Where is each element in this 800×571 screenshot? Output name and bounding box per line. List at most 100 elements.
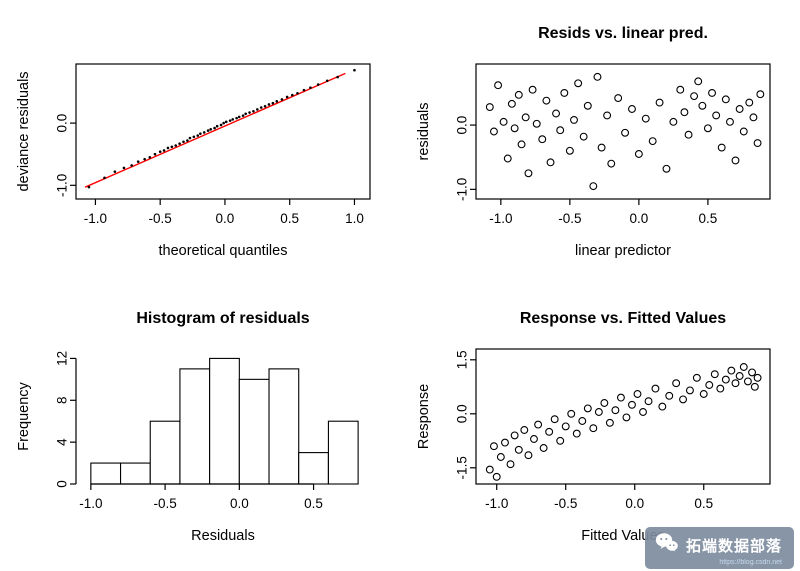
data-point	[703, 124, 712, 133]
data-point	[524, 169, 533, 178]
data-point	[539, 444, 548, 452]
data-point	[579, 132, 588, 141]
data-point	[267, 103, 271, 106]
data-point	[285, 95, 289, 99]
wechat-icon	[655, 532, 679, 558]
data-point	[485, 103, 494, 112]
data-point	[122, 166, 126, 170]
data-point	[572, 429, 581, 438]
histogram-bar	[179, 368, 211, 485]
data-point	[148, 156, 152, 159]
data-point	[248, 111, 251, 114]
y-tick-label: 1.5	[455, 350, 470, 369]
data-point	[290, 93, 294, 97]
qq-plot-panel: -1.0 -0.5 0.0 0.5 1.0 -1.0 0.0 theoretical quan…	[0, 0, 400, 285]
data-point	[532, 119, 541, 128]
data-point	[178, 142, 181, 145]
data-point	[507, 99, 516, 108]
data-point	[662, 164, 671, 173]
watermark-label: 拓端数据部落	[685, 537, 782, 555]
data-point	[716, 384, 725, 393]
data-point	[721, 375, 730, 384]
data-point	[665, 391, 674, 400]
y-axis-label: residuals	[416, 102, 432, 160]
y-tick-label: -1.5	[455, 456, 470, 479]
data-point	[153, 152, 157, 156]
data-point	[302, 88, 306, 92]
data-point	[641, 114, 650, 123]
data-point	[750, 382, 759, 391]
data-point	[222, 121, 225, 125]
data-point	[538, 135, 547, 144]
data-point	[231, 118, 235, 121]
data-point	[628, 400, 636, 409]
data-point	[684, 130, 693, 139]
x-axis-label: Fitted Values	[581, 528, 665, 544]
x-tick-label: 0.0	[230, 496, 249, 511]
data-point	[489, 127, 498, 136]
data-point	[113, 170, 117, 173]
data-point	[510, 124, 519, 133]
data-point	[503, 154, 512, 163]
data-point	[710, 370, 719, 379]
reference-line	[84, 72, 346, 188]
data-point	[514, 90, 523, 99]
data-point	[570, 115, 578, 124]
chart-title: Response vs. Fitted Values	[520, 310, 726, 327]
data-point	[621, 128, 630, 137]
x-tick-label: -0.5	[554, 496, 577, 511]
x-tick-label: 0.5	[698, 211, 717, 226]
data-point	[600, 399, 609, 407]
data-point	[594, 408, 603, 416]
data-point	[241, 114, 245, 117]
data-point	[589, 182, 598, 191]
data-point	[196, 134, 200, 137]
data-point	[633, 390, 642, 398]
y-axis-label: deviance residuals	[16, 71, 32, 191]
data-point	[517, 140, 526, 149]
data-point	[244, 112, 247, 116]
data-point	[748, 368, 757, 377]
data-point	[528, 85, 537, 94]
data-point	[705, 381, 714, 389]
data-point	[271, 101, 275, 105]
data-point	[235, 116, 238, 120]
data-point	[325, 79, 329, 83]
data-point	[228, 119, 232, 122]
x-tick-label: 0.5	[694, 496, 713, 511]
x-tick-label: -1.0	[84, 211, 107, 226]
data-point	[520, 426, 529, 434]
data-point	[731, 156, 740, 165]
data-point	[510, 431, 519, 440]
histogram-bar	[327, 420, 359, 485]
data-point	[712, 111, 721, 120]
resids-vs-linear-pred-panel: -1.0 -0.5 0.0 0.5 -1.0 0.0 Resids vs. linear p…	[400, 0, 800, 285]
data-point	[611, 406, 620, 415]
data-point	[256, 108, 259, 111]
data-point	[209, 128, 212, 131]
data-point	[567, 409, 576, 418]
data-point	[583, 101, 592, 110]
histogram-bar	[298, 452, 329, 485]
data-point	[182, 140, 185, 144]
data-point	[731, 379, 740, 388]
x-tick-label: -1.0	[79, 496, 102, 511]
y-tick-label: -1.0	[55, 174, 70, 197]
data-point	[494, 81, 503, 90]
x-tick-label: 0.0	[625, 496, 644, 511]
data-point	[622, 413, 631, 422]
data-point	[336, 75, 339, 79]
data-point	[603, 111, 612, 120]
y-tick-label: 4	[55, 438, 70, 446]
y-axis-label: Frequency	[16, 382, 32, 451]
data-point	[192, 135, 196, 139]
data-point	[353, 68, 356, 72]
data-point	[174, 144, 178, 147]
data-point	[186, 139, 189, 142]
data-point	[259, 106, 263, 109]
data-point	[219, 123, 223, 127]
y-tick-label: 0.0	[55, 114, 70, 133]
y-tick-label: 0.0	[455, 116, 470, 135]
data-point	[605, 418, 614, 427]
data-point	[296, 91, 299, 95]
